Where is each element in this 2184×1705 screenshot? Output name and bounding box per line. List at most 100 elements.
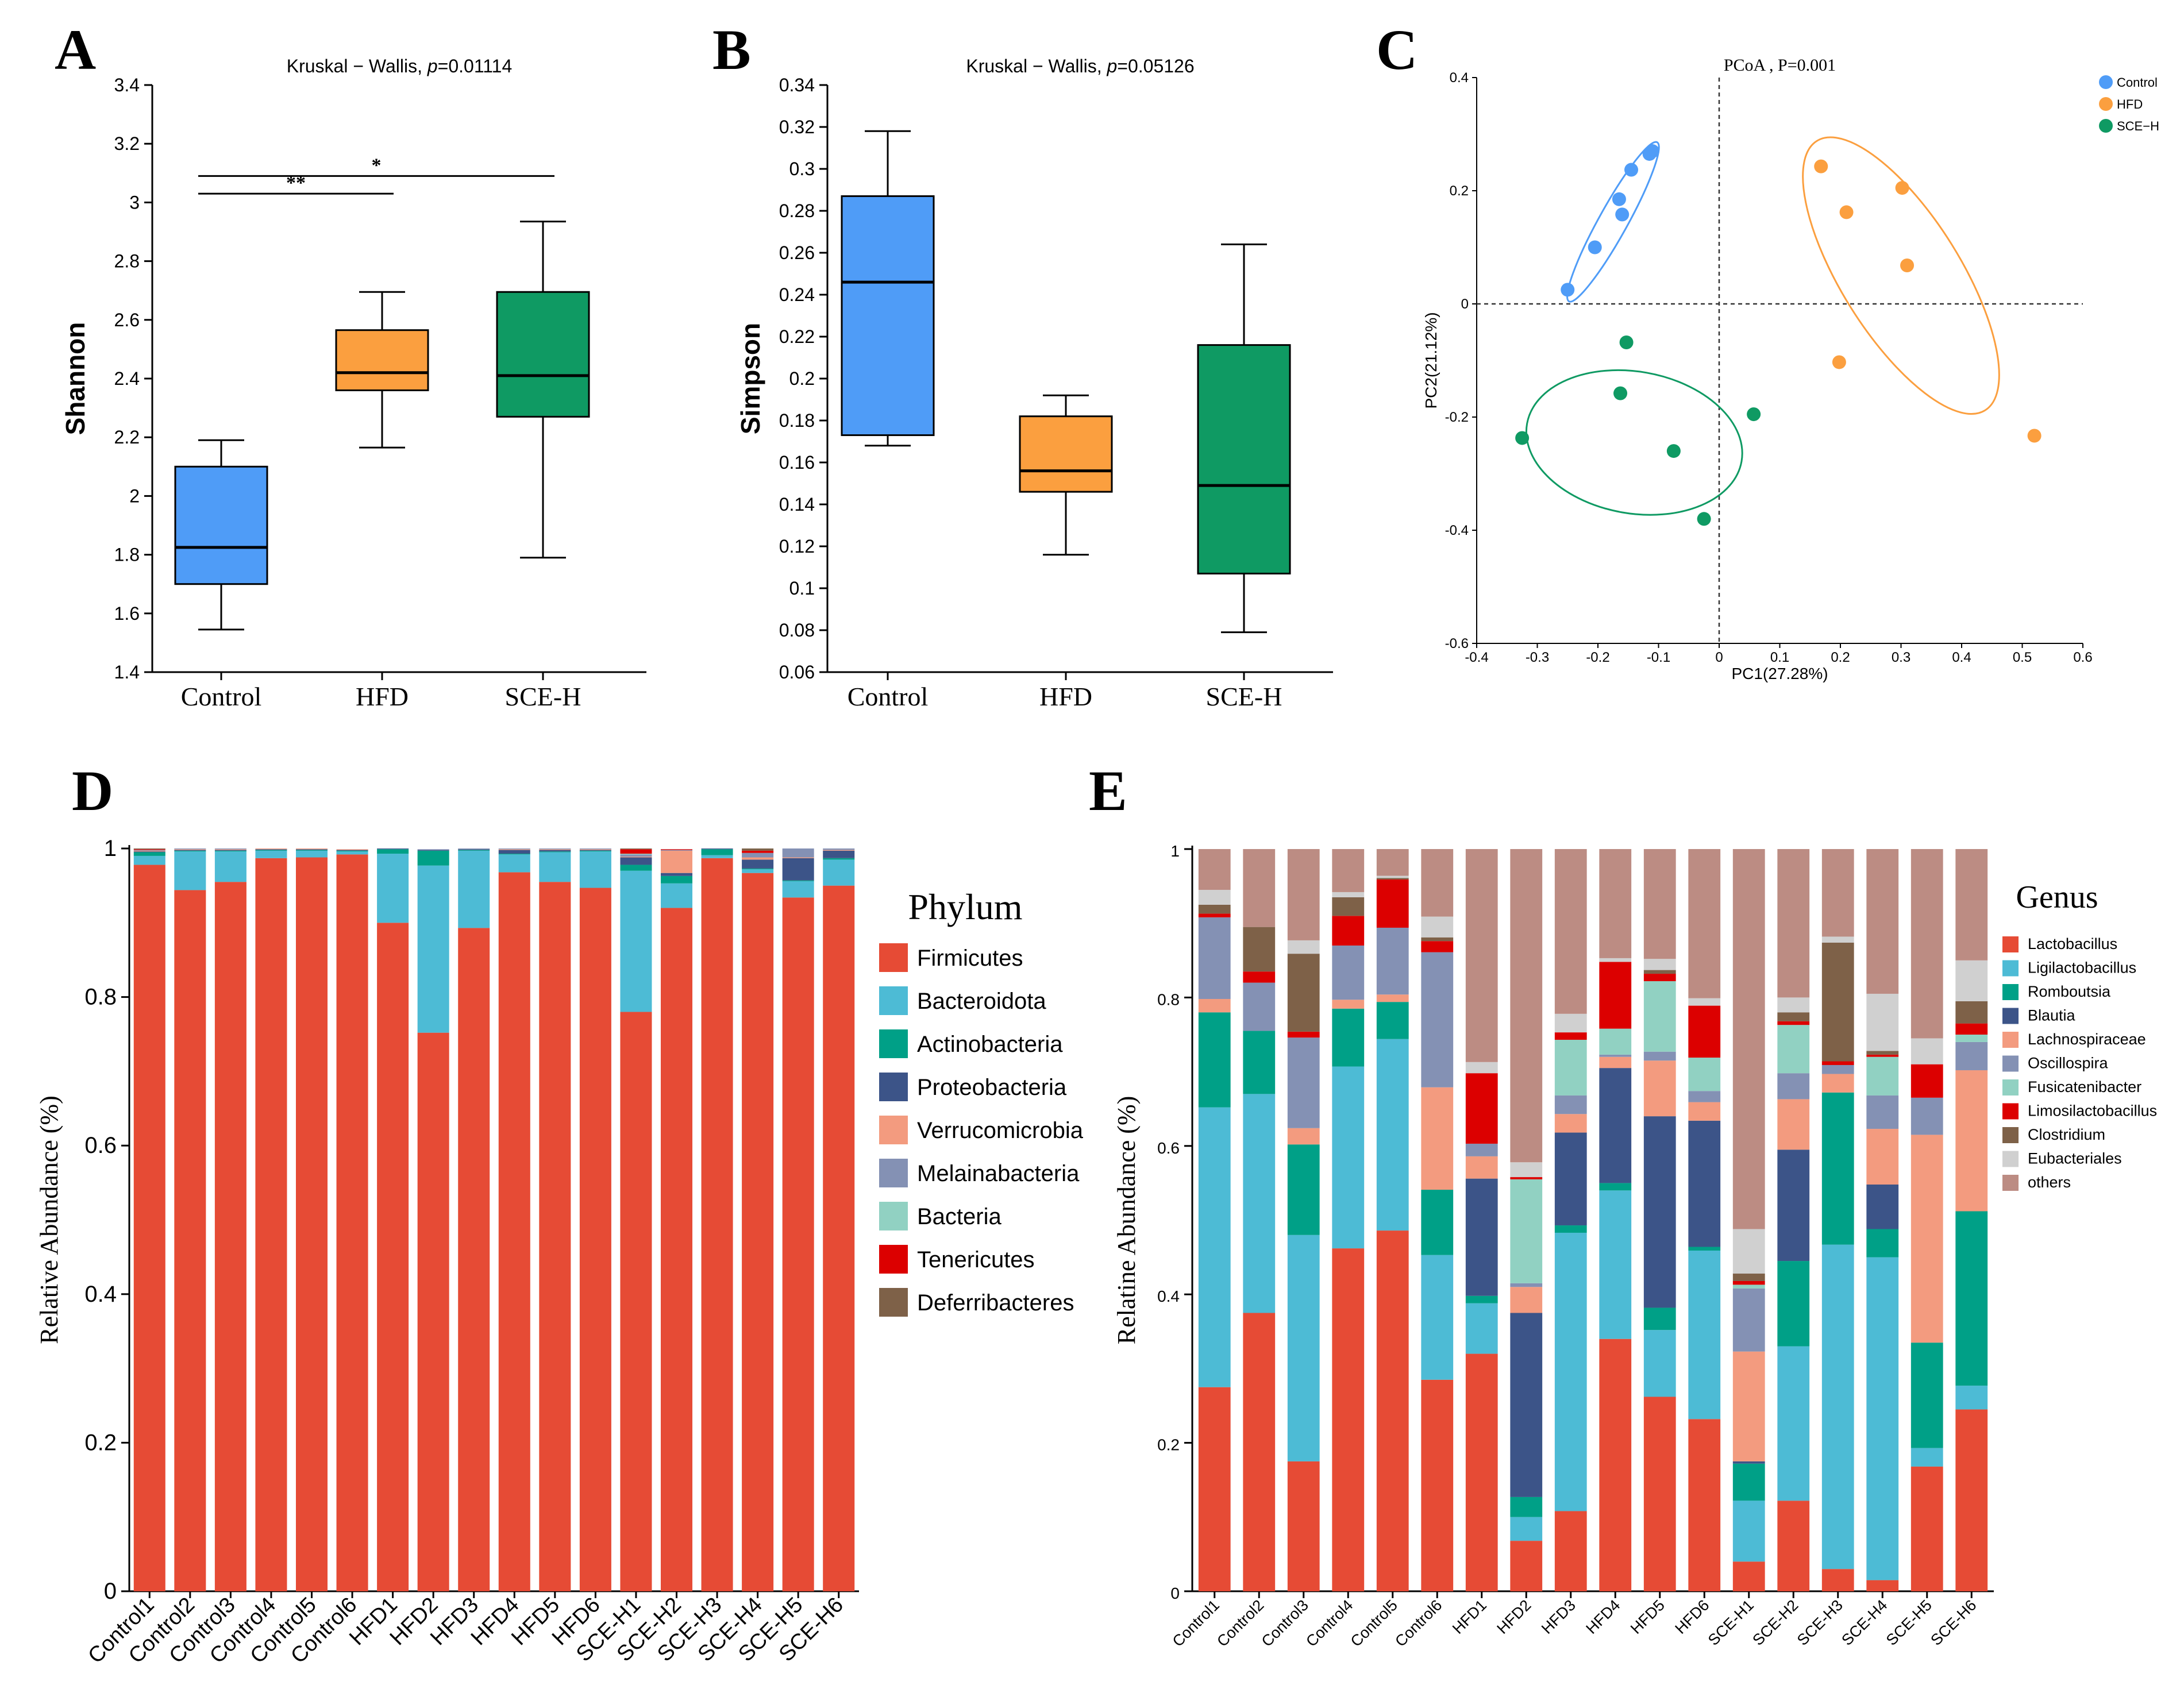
bar-segment-lactobacillus xyxy=(1421,1379,1454,1591)
bar-segment-lachnospiraceae xyxy=(1643,1060,1676,1117)
sample-point xyxy=(1624,163,1639,177)
bar-segment-lactobacillus xyxy=(1688,1419,1721,1591)
bar-segment-eubacteriales xyxy=(1421,916,1454,938)
legend-label: Clostridium xyxy=(2028,1126,2105,1143)
bar-segment-lactobacillus xyxy=(1243,1313,1276,1591)
bar-segment-oscillospira xyxy=(1421,952,1454,1087)
legend-label: HFD xyxy=(2117,97,2143,111)
legend-label: Actinobacteria xyxy=(917,1032,1063,1057)
y-tick-label: 2.6 xyxy=(114,310,140,330)
bar-segment-limosilactobacillus xyxy=(1554,1032,1587,1040)
y-axis-title: Relative Abundance (%) xyxy=(35,1095,63,1344)
bar-segment-bacteroidota xyxy=(620,870,652,1012)
bar-segment-bacteroidota xyxy=(255,850,287,858)
title-prefix: Kruskal − Wallis, xyxy=(966,56,1107,76)
bar-segment-lachnospiraceae xyxy=(1732,1351,1765,1461)
bar-segment-proteobacteria xyxy=(336,850,368,851)
chart-title: PCoA , P=0.001 xyxy=(1724,56,1836,75)
bar-segment-tenericutes xyxy=(660,849,693,850)
box-hfd xyxy=(1019,415,1113,493)
sample-point xyxy=(1895,181,1909,195)
x-tick-label: -0.4 xyxy=(1465,650,1488,665)
bar-segment-romboutsia xyxy=(1510,1496,1543,1517)
bar-segment-bacteroidota xyxy=(295,850,328,858)
bar-segment-deferribacteres xyxy=(133,848,165,850)
bar-segment-romboutsia xyxy=(1376,1002,1409,1039)
bar-segment-oscillospira xyxy=(1510,1283,1543,1287)
y-tick-label: 0.2 xyxy=(84,1430,117,1455)
box-sce-h xyxy=(1197,344,1291,574)
bar-segment-others xyxy=(1287,849,1320,940)
bar-segment-verrucomicrobia xyxy=(174,849,206,850)
legend-label: Oscillospira xyxy=(2028,1054,2109,1071)
x-tick-label: Control5 xyxy=(1347,1596,1401,1650)
bar-segment-eubacteriales xyxy=(1332,892,1365,897)
bar-segment-melainabacteria xyxy=(579,848,611,850)
y-tick-label: 3.4 xyxy=(114,75,140,95)
bar-segment-ligilactobacillus xyxy=(1910,1448,1943,1467)
y-tick-label: 2.4 xyxy=(114,368,140,389)
legend-label: Fusicatenibacter xyxy=(2028,1078,2141,1095)
y-tick-label: 0.28 xyxy=(779,200,815,221)
bar-segment-oscillospira xyxy=(1643,1051,1676,1061)
legend-swatch xyxy=(2002,1008,2019,1024)
bar-segment-romboutsia xyxy=(1599,1183,1632,1191)
bar-segment-eubacteriales xyxy=(1287,940,1320,954)
bar-segment-clostridium xyxy=(1955,1001,1988,1024)
legend-label: Eubacteriales xyxy=(2028,1149,2122,1167)
x-tick-label: HFD xyxy=(356,682,409,711)
bar-segment-others xyxy=(1777,849,1810,998)
bar-segment-firmicutes xyxy=(377,923,409,1591)
bar-segment-proteobacteria xyxy=(823,850,855,858)
bar-segment-fusicatenibacter xyxy=(1599,1028,1632,1055)
bar-segment-eubacteriales xyxy=(1643,959,1676,970)
bar-segment-clostridium xyxy=(1643,970,1676,974)
legend-label: Tenericutes xyxy=(917,1247,1035,1272)
sample-point xyxy=(1666,444,1681,458)
panel-label-b: B xyxy=(712,18,751,82)
bar-segment-eubacteriales xyxy=(1465,1062,1498,1074)
x-tick-label: HFD6 xyxy=(1671,1596,1712,1637)
bar-segment-oscillospira xyxy=(1732,1288,1765,1352)
y-axis-title: Relatine Abundance (%) xyxy=(1112,1096,1141,1345)
bar-segment-ligilactobacillus xyxy=(1243,1094,1276,1313)
bar-segment-others xyxy=(1376,849,1409,876)
bar-segment-actinobacteria xyxy=(539,851,571,852)
bar-segment-actinobacteria xyxy=(620,865,652,871)
legend-label: Melainabacteria xyxy=(917,1161,1080,1186)
bar-segment-bacteroidota xyxy=(174,851,206,890)
bar-segment-clostridium xyxy=(1243,927,1276,972)
chart-title: Kruskal − Wallis, p=0.01114 xyxy=(287,56,513,76)
bar-segment-romboutsia xyxy=(1421,1190,1454,1255)
x-tick-label: SCE-H6 xyxy=(1927,1596,1979,1649)
x-tick-label: Control1 xyxy=(1169,1596,1223,1650)
bar-segment-lachnospiraceae xyxy=(1510,1287,1543,1313)
x-tick-label: Control xyxy=(848,682,929,711)
title-suffix: =0.05126 xyxy=(1117,56,1194,76)
legend-title: Genus xyxy=(2016,879,2098,915)
title-p: p xyxy=(427,56,438,76)
bar-segment-limosilactobacillus xyxy=(1910,1064,1943,1098)
x-tick-label: HFD1 xyxy=(1449,1596,1490,1637)
bar-segment-melainabacteria xyxy=(823,848,855,850)
legend-label: Limosilactobacillus xyxy=(2028,1102,2157,1119)
x-tick-label: SCE-H5 xyxy=(1883,1596,1935,1649)
bar-segment-oscillospira xyxy=(1821,1064,1854,1074)
box-sce-h xyxy=(496,291,590,418)
y-tick-label: 1.8 xyxy=(114,545,140,565)
bar-segment-limosilactobacillus xyxy=(1599,962,1632,1029)
bar-segment-firmicutes xyxy=(579,888,611,1591)
bar-segment-eubacteriales xyxy=(1376,875,1409,878)
sample-point xyxy=(1642,146,1657,161)
bar-segment-firmicutes xyxy=(782,897,814,1591)
y-tick-label: 0.8 xyxy=(1157,990,1180,1008)
bar-segment-oscillospira xyxy=(1465,1143,1498,1156)
bar-segment-limosilactobacillus xyxy=(1198,913,1231,917)
bar-segment-eubacteriales xyxy=(1910,1038,1943,1064)
sample-point xyxy=(1832,355,1846,369)
bar-segment-melainabacteria xyxy=(417,849,449,850)
bar-segment-blautia xyxy=(1777,1149,1810,1262)
bar-segment-ligilactobacillus xyxy=(1421,1255,1454,1380)
box-control xyxy=(841,195,935,437)
bar-segment-limosilactobacillus xyxy=(1421,941,1454,952)
